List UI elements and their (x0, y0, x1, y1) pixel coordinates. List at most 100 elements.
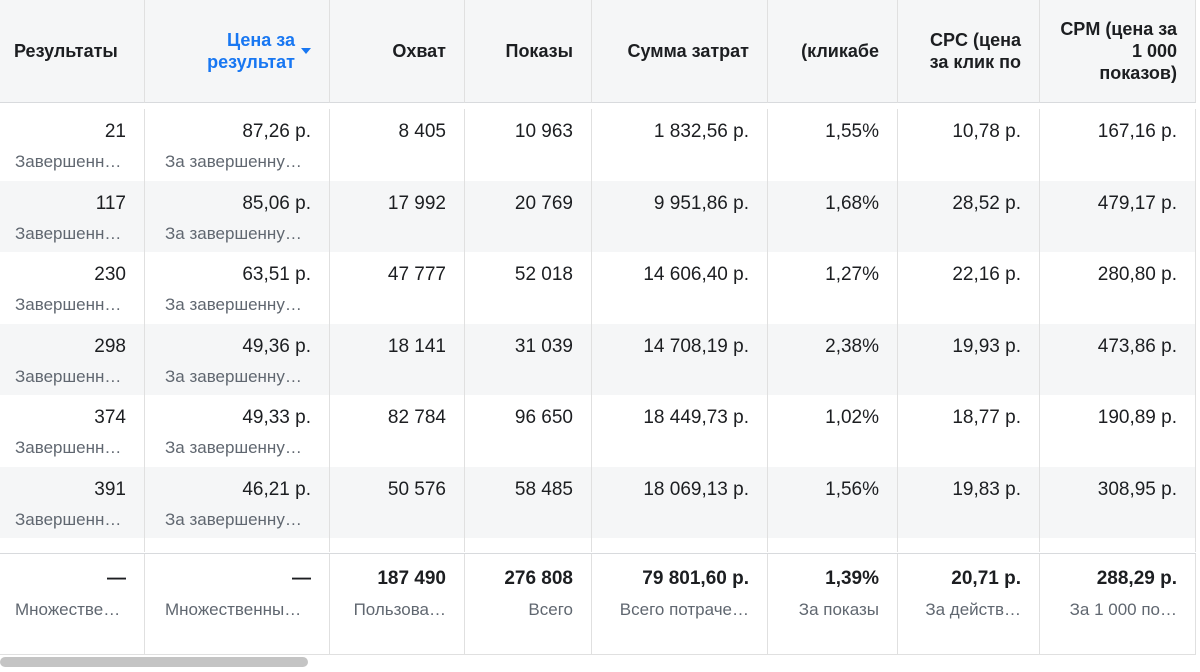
table-cell: 50 576 (330, 466, 465, 538)
total-note: Множестве… (15, 600, 121, 619)
cell-value: 18 449,73 р. (643, 407, 749, 428)
table-cell: 63,51 р. За завершенну… (145, 252, 330, 324)
cell-value: 14 708,19 р. (643, 335, 749, 357)
header-text: Цена за результат (207, 30, 295, 72)
table-cell: 2,38% (768, 323, 898, 395)
cell-value: 49,36 р. (242, 335, 311, 357)
table-cell: 280,80 р. (1040, 252, 1196, 324)
cell-value: 21 (104, 121, 126, 142)
cell-note: За завершенну… (165, 223, 302, 243)
cell-note: За завершенну… (165, 295, 302, 314)
total-value: 20,71 р. (951, 568, 1021, 589)
table-cell: 85,06 р. За завершенну… (145, 180, 330, 252)
cell-note: Завершенн… (15, 223, 122, 243)
table-cell: 8 405 (330, 109, 465, 181)
cell-value: 1,56% (825, 478, 879, 500)
cell-value: 28,52 р. (952, 192, 1021, 214)
column-header[interactable]: CPC (цена за клик по (898, 0, 1040, 103)
table-cell: 1,55% (768, 109, 898, 181)
table-cell: 10 963 (465, 109, 592, 181)
column-header[interactable]: Результаты (0, 0, 145, 103)
total-note: За 1 000 по… (1069, 600, 1177, 619)
cell-note: За завершенну… (165, 438, 302, 457)
table-cell: 1,27% (768, 252, 898, 324)
cell-value: 19,93 р. (952, 335, 1021, 357)
cell-value: 49,33 р. (242, 407, 311, 428)
cell-value: 10 963 (514, 121, 573, 142)
cell-value: 18,77 р. (952, 407, 1021, 428)
scrollbar[interactable] (0, 657, 308, 667)
cell-value: 298 (94, 335, 126, 357)
table-cell: 19,83 р. (898, 466, 1040, 538)
cell-value: 58 485 (514, 478, 573, 500)
totals-cell: 1,39% За показы (768, 554, 898, 654)
column-header[interactable]: Показы (465, 0, 592, 103)
total-note: Всего (528, 600, 573, 619)
cell-value: 14 606,40 р. (643, 264, 749, 285)
cell-value: 1 832,56 р. (653, 121, 749, 142)
cell-value: 18 141 (387, 335, 446, 357)
total-note: Пользова… (353, 600, 446, 619)
table-cell (0, 538, 145, 552)
table-cell: 49,33 р. За завершенну… (145, 395, 330, 467)
cell-note: Завершенн… (15, 152, 122, 171)
totals-cell: 288,29 р. За 1 000 по… (1040, 554, 1196, 654)
sort-arrow (301, 48, 311, 54)
cell-value: 31 039 (514, 335, 573, 357)
cell-value: 190,89 р. (1097, 407, 1177, 428)
totals-divider (0, 553, 1196, 554)
cell-value: 20 769 (514, 192, 573, 214)
table-cell: 391 Завершенн… (0, 466, 145, 538)
totals-cell: — Множестве… (0, 554, 145, 654)
table-cell: 28,52 р. (898, 180, 1040, 252)
cell-note: Завершенн… (15, 366, 122, 386)
cell-note: Завершенн… (15, 295, 122, 314)
column-header[interactable]: Охват (330, 0, 465, 103)
table-cell: 167,16 р. (1040, 109, 1196, 181)
cell-value: 167,16 р. (1097, 121, 1177, 142)
table-cell: 190,89 р. (1040, 395, 1196, 467)
cell-value: 87,26 р. (242, 121, 311, 142)
table-cell: 31 039 (465, 323, 592, 395)
table-cell: 308,95 р. (1040, 466, 1196, 538)
table-cell: 52 018 (465, 252, 592, 324)
table-cell: 49,36 р. За завершенну… (145, 323, 330, 395)
column-header[interactable]: (кликабе (768, 0, 898, 103)
table-cell: 19,93 р. (898, 323, 1040, 395)
total-note: За действ… (925, 600, 1021, 619)
total-value: — (107, 568, 126, 589)
cell-value: 10,78 р. (952, 121, 1021, 142)
table-cell: 46,21 р. За завершенну… (145, 466, 330, 538)
header-text: Результаты (14, 41, 118, 61)
table-cell: 58 485 (465, 466, 592, 538)
totals-cell: 79 801,60 р. Всего потраче… (592, 554, 768, 654)
cell-value: 47 777 (387, 264, 446, 285)
cell-note: Завершенн… (15, 438, 122, 457)
table-cell (898, 538, 1040, 552)
cell-value: 280,80 р. (1097, 264, 1177, 285)
table-cell: 14 606,40 р. (592, 252, 768, 324)
cell-value: 1,02% (825, 407, 879, 428)
table-cell: 21 Завершенн… (0, 109, 145, 181)
table-cell: 82 784 (330, 395, 465, 467)
cell-value: 1,55% (825, 121, 879, 142)
cell-value: 17 992 (387, 192, 446, 214)
cell-note: За завершенну… (165, 509, 302, 529)
cell-value: 391 (94, 478, 126, 500)
table-cell: 9 951,86 р. (592, 180, 768, 252)
cell-value: 96 650 (514, 407, 573, 428)
table-cell: 230 Завершенн… (0, 252, 145, 324)
totals-cell: — Множественны… (145, 554, 330, 654)
totals-cell: 276 808 Всего (465, 554, 592, 654)
column-header[interactable]: Сумма затрат (592, 0, 768, 103)
total-note: За показы (798, 600, 879, 619)
cell-value: 117 (95, 192, 126, 214)
cell-value: 8 405 (398, 121, 446, 142)
table-cell (145, 538, 330, 552)
column-header[interactable]: CPM (цена за 1 000 показов) (1040, 0, 1196, 103)
column-header[interactable]: Цена за результат (145, 0, 330, 103)
cell-value: 82 784 (387, 407, 446, 428)
table-cell: 14 708,19 р. (592, 323, 768, 395)
cell-value: 1,68% (825, 192, 879, 214)
total-value: 288,29 р. (1096, 568, 1177, 589)
